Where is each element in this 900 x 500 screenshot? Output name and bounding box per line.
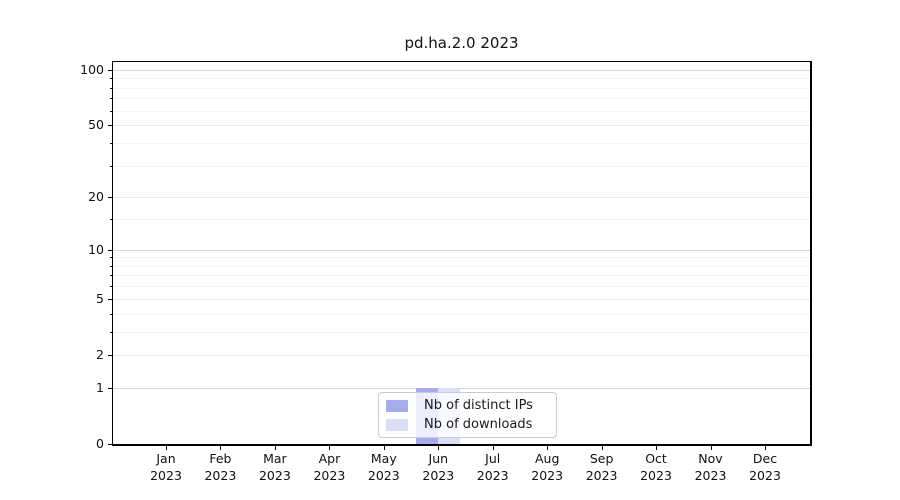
y-minor-gridline: [113, 87, 810, 89]
y-minor-tick-mark: [109, 110, 112, 112]
y-minor-tick-mark: [109, 142, 112, 144]
y-minor-gridline: [113, 331, 810, 333]
y-minor-tick-mark: [109, 125, 112, 127]
y-tick-label: 20: [88, 189, 104, 205]
y-tick-mark: [107, 444, 112, 445]
legend-label-downloads: Nb of downloads: [424, 417, 533, 432]
y-tick-label: 5: [96, 290, 104, 306]
y-minor-tick-mark: [109, 265, 112, 267]
top-spine: [111, 60, 812, 62]
y-minor-tick-mark: [109, 98, 112, 100]
legend: Nb of distinct IPs Nb of downloads: [378, 392, 557, 438]
y-minor-gridline: [113, 98, 810, 100]
x-tick-mark: [166, 445, 167, 450]
legend-entry-downloads: Nb of downloads: [386, 417, 556, 432]
x-tick-mark: [492, 445, 494, 450]
x-tick-label: Oct 2023: [640, 451, 672, 483]
chart-title: pd.ha.2.0 2023: [404, 34, 519, 52]
x-tick-mark: [601, 445, 603, 450]
y-major-gridline: [113, 387, 810, 389]
y-mid-gridline: [113, 298, 810, 300]
y-minor-tick-mark: [109, 298, 112, 300]
plot-area: [113, 62, 810, 444]
y-tick-label: 0: [96, 436, 104, 451]
y-tick-label: 50: [88, 117, 104, 133]
y-minor-tick-mark: [109, 275, 112, 277]
x-tick-label: Feb 2023: [204, 451, 237, 483]
bottom-spine: [111, 444, 812, 446]
y-minor-tick-mark: [109, 197, 112, 199]
y-minor-tick-mark: [109, 165, 112, 167]
y-minor-gridline: [113, 219, 810, 221]
x-tick-label: Mar 2023: [258, 451, 291, 483]
x-tick-mark: [329, 445, 331, 450]
y-minor-gridline: [113, 165, 810, 167]
y-mid-gridline: [113, 354, 810, 356]
legend-entry-distinct-ips: Nb of distinct IPs: [386, 398, 556, 413]
y-major-gridline: [113, 249, 810, 251]
legend-swatch-downloads-icon: [386, 418, 408, 431]
x-tick-label: Jun 2023: [422, 451, 455, 483]
y-tick-label: 1: [96, 379, 104, 395]
y-minor-tick-mark: [109, 331, 112, 333]
y-minor-gridline: [113, 313, 810, 315]
x-tick-mark: [438, 445, 440, 450]
x-tick-mark: [547, 445, 549, 450]
y-minor-gridline: [113, 286, 810, 288]
y-minor-gridline: [113, 110, 810, 112]
y-tick-label: 2: [96, 346, 104, 362]
x-tick-mark: [656, 445, 657, 450]
x-tick-label: Dec 2023: [749, 451, 781, 483]
y-minor-gridline: [113, 78, 810, 80]
y-tick-label: 10: [88, 241, 104, 257]
x-tick-mark: [274, 445, 276, 450]
y-minor-tick-mark: [109, 313, 112, 315]
y-minor-tick-mark: [109, 286, 112, 288]
y-minor-tick-mark: [109, 354, 112, 356]
y-minor-tick-mark: [109, 219, 112, 221]
y-tick-mark: [107, 387, 112, 389]
y-minor-tick-mark: [109, 257, 112, 259]
y-tick-mark: [107, 249, 112, 251]
x-tick-label: Jul 2023: [476, 451, 509, 483]
x-tick-mark: [765, 445, 766, 450]
y-mid-gridline: [113, 125, 810, 127]
x-tick-label: May 2023: [367, 451, 400, 483]
x-tick-label: Nov 2023: [694, 451, 727, 483]
x-tick-label: Apr 2023: [313, 451, 346, 483]
x-tick-label: Sep 2023: [585, 451, 618, 483]
y-major-gridline: [113, 69, 810, 71]
x-tick-mark: [383, 445, 385, 450]
legend-label-distinct-ips: Nb of distinct IPs: [424, 398, 533, 413]
y-minor-gridline: [113, 257, 810, 259]
legend-swatch-distinct-ips-icon: [386, 399, 408, 412]
y-mid-gridline: [113, 197, 810, 199]
y-minor-tick-mark: [109, 87, 112, 89]
x-tick-mark: [220, 445, 222, 450]
right-spine: [810, 60, 812, 446]
y-minor-gridline: [113, 275, 810, 277]
y-tick-mark: [107, 69, 112, 71]
left-spine: [111, 60, 113, 446]
y-minor-gridline: [113, 265, 810, 267]
y-minor-tick-mark: [109, 78, 112, 80]
x-tick-label: Aug 2023: [531, 451, 564, 483]
y-minor-gridline: [113, 142, 810, 144]
y-tick-label: 100: [80, 61, 104, 77]
x-tick-label: Jan 2023: [150, 451, 182, 483]
x-tick-mark: [710, 445, 712, 450]
